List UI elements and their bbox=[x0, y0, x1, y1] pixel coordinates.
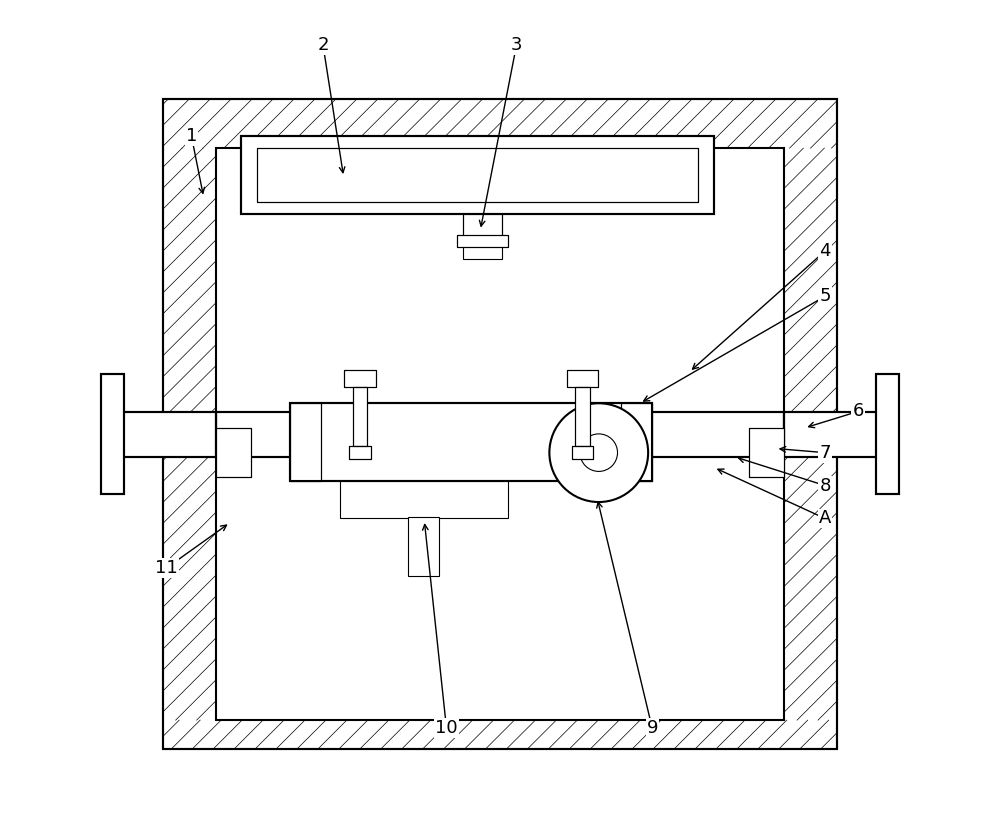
Text: 10: 10 bbox=[435, 719, 458, 737]
Bar bbox=[353, 387, 367, 446]
Bar bbox=[216, 428, 251, 477]
Bar bbox=[575, 387, 590, 446]
Bar bbox=[340, 481, 508, 518]
Bar bbox=[101, 374, 124, 494]
Bar bbox=[567, 370, 598, 387]
Text: 5: 5 bbox=[819, 287, 831, 305]
Bar bbox=[290, 403, 321, 481]
Bar bbox=[784, 412, 895, 457]
Bar bbox=[463, 239, 502, 259]
Bar bbox=[349, 446, 371, 459]
Text: 4: 4 bbox=[819, 242, 831, 260]
Bar bbox=[463, 214, 502, 239]
Text: 7: 7 bbox=[819, 444, 831, 462]
Bar bbox=[105, 412, 216, 457]
Bar bbox=[163, 99, 837, 749]
Text: 2: 2 bbox=[317, 36, 329, 54]
Bar bbox=[216, 412, 784, 457]
Bar bbox=[572, 446, 593, 459]
Text: 6: 6 bbox=[852, 402, 864, 421]
Bar bbox=[572, 446, 593, 459]
Circle shape bbox=[549, 403, 648, 502]
Bar bbox=[163, 99, 837, 749]
Bar bbox=[216, 148, 784, 720]
Bar bbox=[621, 403, 652, 481]
Bar bbox=[784, 412, 895, 457]
Bar bbox=[101, 374, 124, 494]
Bar bbox=[749, 428, 784, 477]
Bar bbox=[567, 370, 598, 387]
Bar bbox=[749, 428, 784, 477]
Bar bbox=[876, 374, 899, 494]
Bar bbox=[290, 403, 321, 481]
Bar bbox=[216, 412, 784, 457]
Text: 8: 8 bbox=[819, 477, 831, 495]
Bar bbox=[105, 412, 216, 457]
Bar bbox=[876, 374, 899, 494]
Text: 1: 1 bbox=[186, 127, 197, 145]
Bar bbox=[257, 148, 698, 202]
Text: 9: 9 bbox=[647, 719, 658, 737]
Bar bbox=[457, 235, 508, 247]
Bar bbox=[408, 517, 439, 576]
Bar bbox=[344, 370, 376, 387]
Text: 3: 3 bbox=[511, 36, 522, 54]
Bar bbox=[241, 136, 714, 214]
Bar bbox=[216, 428, 251, 477]
Bar bbox=[257, 148, 698, 202]
Text: 11: 11 bbox=[155, 559, 178, 577]
Bar bbox=[241, 136, 714, 214]
Bar bbox=[349, 446, 371, 459]
Bar bbox=[457, 235, 508, 247]
Text: A: A bbox=[819, 509, 831, 528]
Bar bbox=[353, 387, 367, 446]
Bar bbox=[290, 403, 652, 481]
Bar bbox=[290, 403, 652, 481]
Bar bbox=[463, 214, 502, 239]
Bar bbox=[344, 370, 376, 387]
Bar bbox=[621, 403, 652, 481]
Bar bbox=[575, 387, 590, 446]
Circle shape bbox=[580, 434, 618, 472]
